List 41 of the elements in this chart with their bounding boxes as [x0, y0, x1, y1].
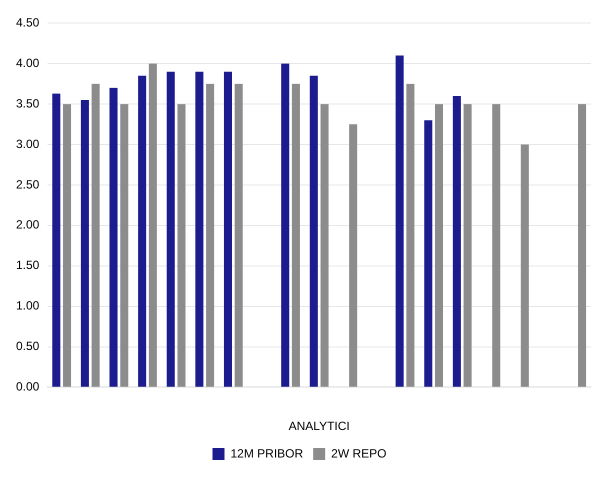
bar	[166, 72, 175, 387]
bar	[63, 104, 72, 387]
bar	[320, 104, 329, 387]
bar	[281, 64, 290, 387]
bar	[578, 104, 586, 387]
y-tick-label: 3.50	[16, 96, 40, 110]
y-tick-label: 1.00	[16, 298, 40, 313]
bar	[434, 104, 444, 387]
y-tick-label: 2.00	[16, 218, 40, 232]
bar	[120, 104, 128, 387]
y-tick-label: 2.50	[16, 177, 40, 192]
y-tick-label: 3.00	[16, 136, 40, 151]
bar	[406, 84, 414, 387]
y-tick-label: 4.00	[16, 56, 40, 70]
bar	[177, 104, 186, 387]
y-tick-label: 1.50	[16, 258, 40, 272]
bar	[195, 72, 204, 387]
bar	[452, 96, 461, 387]
legend-label: 2W REPO	[331, 446, 387, 460]
bar	[206, 84, 214, 387]
bar	[310, 76, 318, 387]
bar	[349, 124, 358, 387]
bar	[92, 84, 100, 387]
bar	[396, 56, 404, 387]
bar	[492, 104, 500, 387]
bar	[80, 100, 89, 387]
bar	[110, 88, 118, 387]
bar	[52, 94, 60, 387]
bar	[292, 84, 300, 387]
legend-label: 12M PRIBOR	[230, 446, 304, 460]
bar	[424, 120, 432, 387]
y-tick-label: 0.00	[16, 380, 40, 394]
y-tick-label: 0.50	[16, 339, 40, 354]
bar	[234, 84, 243, 387]
bar	[224, 72, 232, 387]
bar	[138, 76, 146, 387]
bar	[520, 144, 529, 387]
x-axis-title: ANALYTICI	[288, 419, 350, 434]
bar	[148, 64, 157, 387]
bar	[464, 104, 472, 387]
y-tick-label: 4.50	[16, 16, 40, 30]
